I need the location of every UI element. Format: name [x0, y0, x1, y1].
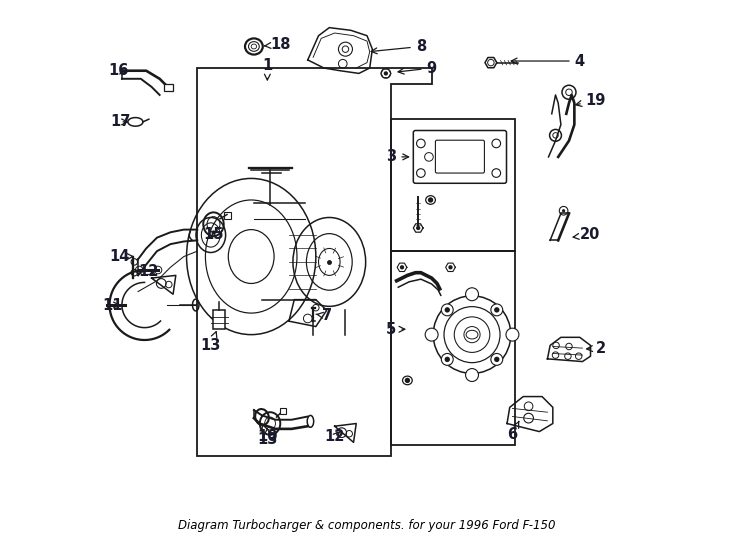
Circle shape [441, 304, 453, 316]
Bar [391, 251, 515, 445]
Text: 10: 10 [257, 424, 277, 444]
Text: 14: 14 [109, 249, 133, 264]
Text: 19: 19 [575, 93, 606, 108]
Text: 12: 12 [324, 429, 345, 444]
Text: 5: 5 [386, 322, 405, 337]
Text: 16: 16 [108, 63, 128, 78]
Circle shape [425, 328, 438, 341]
Text: 12: 12 [139, 264, 159, 279]
Circle shape [416, 226, 421, 230]
Text: 15: 15 [203, 227, 224, 242]
Circle shape [506, 328, 519, 341]
Text: 13: 13 [200, 332, 221, 353]
Bar [164, 84, 172, 91]
Text: 11: 11 [103, 298, 123, 313]
Circle shape [441, 354, 453, 366]
Text: 4: 4 [511, 53, 585, 69]
Circle shape [445, 357, 450, 362]
Circle shape [491, 304, 503, 316]
Circle shape [384, 71, 388, 76]
Circle shape [404, 377, 410, 383]
Circle shape [381, 69, 390, 78]
Text: 7: 7 [316, 308, 332, 323]
Text: 3: 3 [386, 150, 409, 164]
Circle shape [400, 265, 404, 269]
Text: 18: 18 [265, 37, 291, 52]
Circle shape [494, 307, 499, 313]
Bar [280, 408, 286, 414]
Circle shape [465, 369, 479, 381]
Bar [214, 310, 225, 329]
Circle shape [445, 307, 450, 313]
Bar [225, 212, 230, 219]
Text: 8: 8 [371, 39, 426, 54]
Text: Diagram Turbocharger & components. for your 1996 Ford F-150: Diagram Turbocharger & components. for y… [178, 519, 556, 532]
Circle shape [448, 265, 453, 269]
Circle shape [491, 354, 503, 366]
Bar [391, 119, 515, 251]
Circle shape [465, 288, 479, 301]
Circle shape [428, 197, 433, 202]
Text: 1: 1 [262, 58, 272, 80]
Text: 9: 9 [398, 60, 437, 76]
Text: 17: 17 [110, 114, 131, 130]
Text: 6: 6 [507, 421, 519, 442]
Circle shape [494, 357, 499, 362]
Circle shape [562, 209, 565, 212]
Text: 13: 13 [257, 429, 277, 447]
Text: 2: 2 [586, 341, 606, 356]
Text: 20: 20 [573, 227, 600, 242]
